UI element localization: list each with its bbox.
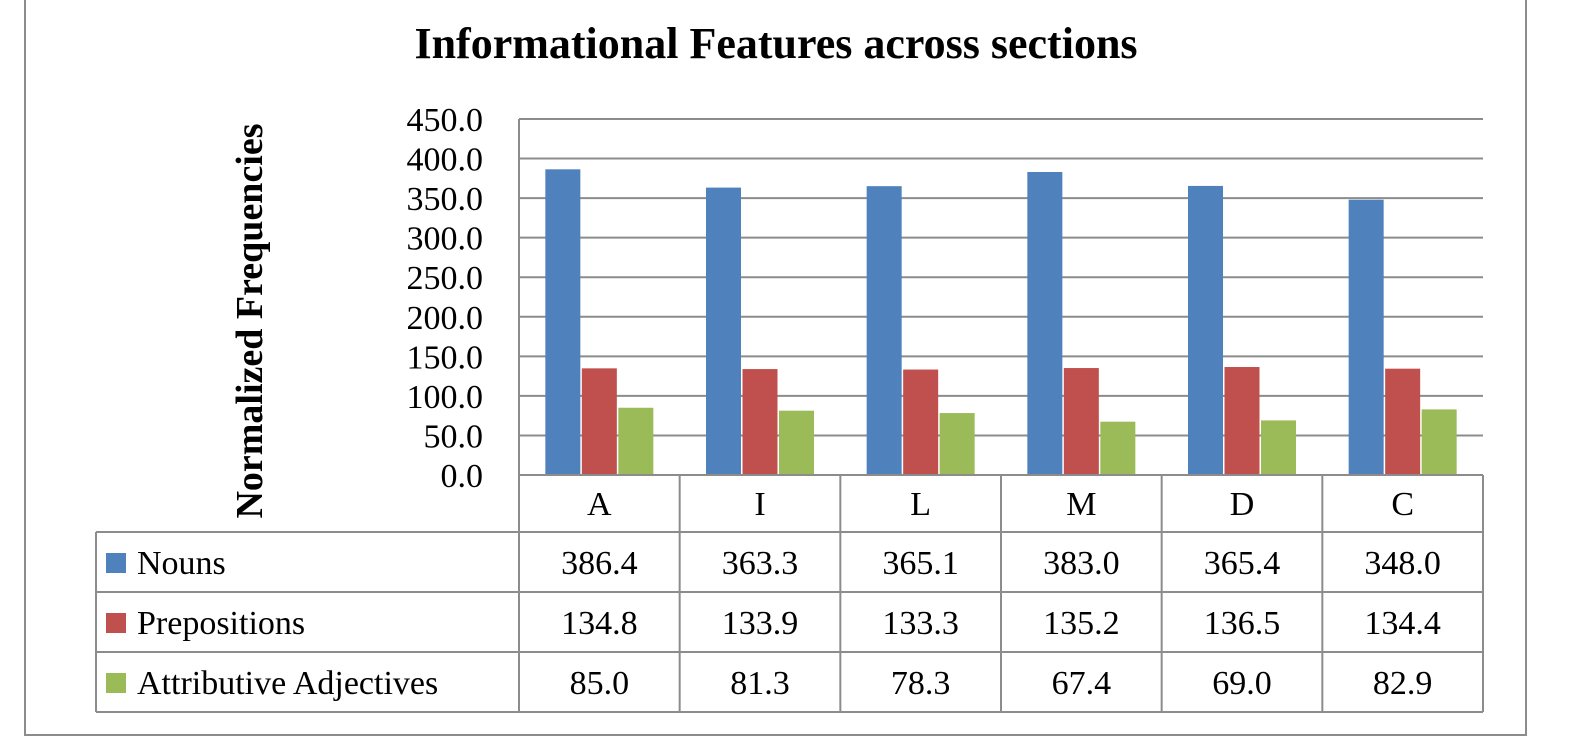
bar-nouns-i (706, 187, 741, 475)
data-label: 78.3 (891, 665, 951, 702)
legend-swatch-prepositions (106, 613, 126, 633)
data-label: 135.2 (1043, 605, 1120, 642)
bar-attributive-adjectives-a (618, 407, 654, 475)
data-label: 133.3 (882, 605, 959, 642)
x-tick-label: A (587, 486, 612, 523)
grid-lines (518, 118, 1483, 476)
data-label: 363.3 (722, 545, 799, 582)
data-label: 81.3 (730, 665, 790, 702)
y-tick-label: 0.0 (441, 458, 484, 495)
data-label: 133.9 (722, 605, 799, 642)
bar-prepositions-i (742, 369, 778, 475)
legend-swatch-nouns (106, 553, 126, 573)
y-tick-label: 200.0 (407, 300, 484, 337)
bar-prepositions-c (1385, 368, 1421, 475)
chart-frame (24, 0, 1527, 736)
x-tick-label: L (910, 486, 931, 523)
bar-prepositions-a (581, 368, 617, 475)
bar-nouns-d (1188, 185, 1223, 476)
bars (545, 169, 1457, 476)
bar-nouns-c (1348, 199, 1384, 475)
x-tick-label: M (1066, 486, 1096, 523)
legend-label: Nouns (137, 545, 226, 582)
legend-swatch-attributive-adjectives (106, 673, 126, 693)
x-tick-label: C (1391, 486, 1414, 523)
data-label: 82.9 (1373, 665, 1433, 702)
y-tick-label: 250.0 (407, 260, 484, 297)
bar-prepositions-d (1224, 367, 1260, 475)
x-tick-label: I (754, 486, 765, 523)
bar-attributive-adjectives-m (1100, 421, 1136, 475)
data-table: A I L M D C Nouns 386.4 363.3 365.1 383.0 365.4 348.… (95, 474, 1484, 713)
bar-nouns-m (1027, 172, 1063, 475)
y-tick-label: 100.0 (407, 379, 484, 416)
data-label: 136.5 (1204, 605, 1281, 642)
bar-attributive-adjectives-c (1421, 409, 1457, 475)
x-tick-label: D (1230, 486, 1255, 523)
bar-prepositions-m (1063, 368, 1099, 475)
bar-attributive-adjectives-d (1261, 420, 1296, 475)
data-label: 85.0 (570, 665, 630, 702)
data-label: 134.4 (1364, 605, 1441, 642)
y-tick-labels: 0.050.0100.0150.0200.0250.0300.0350.0400… (407, 102, 484, 495)
data-label: 348.0 (1364, 545, 1441, 582)
legend-label: Attributive Adjectives (137, 665, 438, 702)
bar-nouns-a (545, 169, 581, 475)
data-label: 67.4 (1052, 665, 1112, 702)
data-label: 365.4 (1204, 545, 1281, 582)
y-axis-label: Normalized Frequencies (229, 123, 271, 518)
y-tick-label: 300.0 (407, 221, 484, 258)
y-tick-label: 50.0 (424, 418, 484, 455)
bar-nouns-l (866, 186, 902, 475)
y-tick-label: 450.0 (407, 102, 484, 139)
data-label: 69.0 (1212, 665, 1272, 702)
bar-attributive-adjectives-l (939, 413, 975, 475)
data-label: 383.0 (1043, 545, 1120, 582)
data-label: 134.8 (561, 605, 638, 642)
y-tick-label: 400.0 (407, 142, 484, 179)
data-label: 386.4 (561, 545, 638, 582)
bar-attributive-adjectives-i (779, 410, 814, 475)
chart-title: Informational Features across sections (414, 19, 1137, 68)
data-label: 365.1 (882, 545, 959, 582)
legend-label: Prepositions (137, 605, 305, 642)
y-tick-label: 350.0 (407, 181, 484, 218)
y-tick-label: 150.0 (407, 339, 484, 376)
bar-prepositions-l (903, 369, 939, 475)
